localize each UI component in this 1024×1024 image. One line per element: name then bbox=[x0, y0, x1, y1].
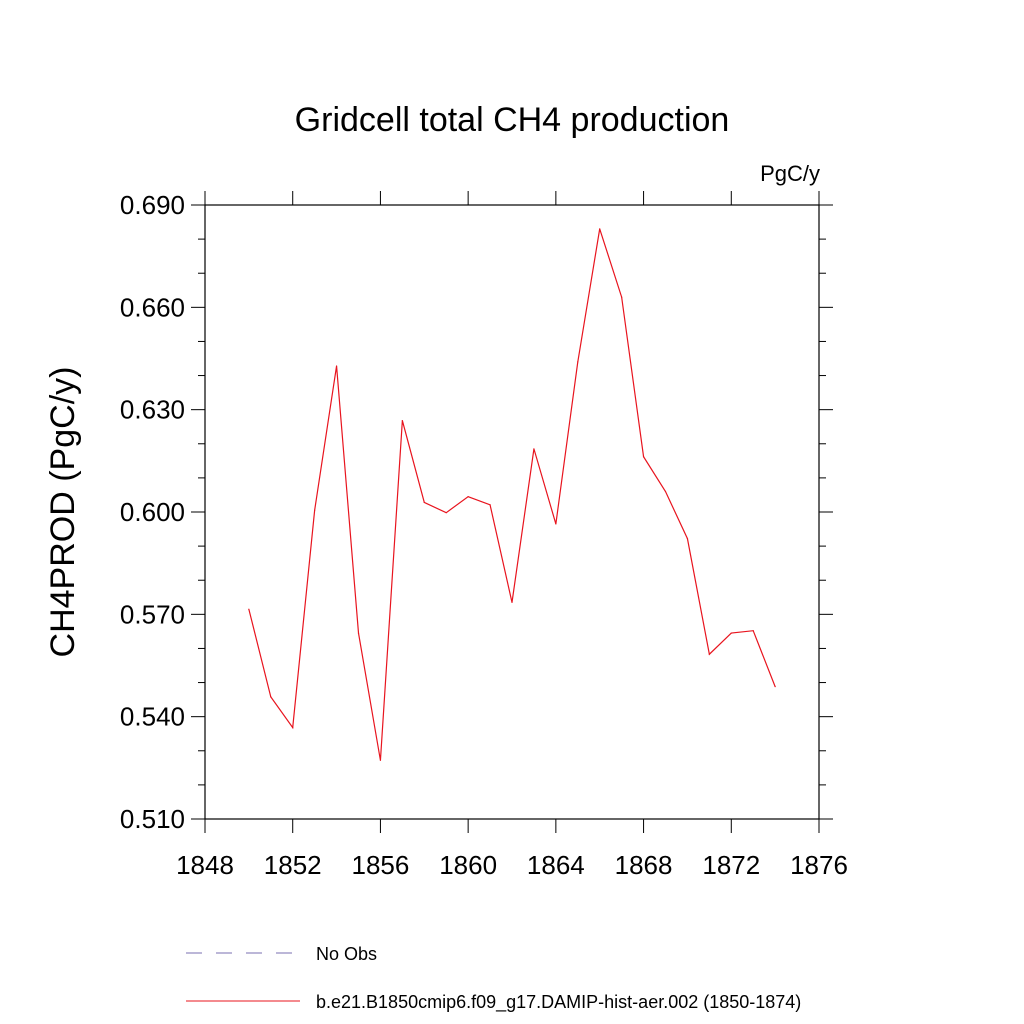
y-tick-label: 0.510 bbox=[120, 804, 185, 834]
series-layer bbox=[248, 228, 776, 761]
data-point bbox=[423, 501, 425, 504]
data-point bbox=[467, 496, 469, 498]
data-point bbox=[511, 601, 513, 603]
data-point bbox=[621, 296, 623, 298]
y-tick-label: 0.570 bbox=[120, 599, 185, 629]
data-point bbox=[599, 228, 601, 230]
y-tick-label: 0.540 bbox=[120, 702, 185, 732]
x-tick-label: 1848 bbox=[176, 850, 234, 880]
data-point bbox=[379, 759, 382, 761]
data-point bbox=[555, 523, 557, 525]
legend-label-no-obs: No Obs bbox=[316, 944, 377, 964]
series-line-1 bbox=[248, 228, 776, 761]
data-point bbox=[752, 630, 754, 632]
data-point bbox=[270, 696, 272, 698]
data-point bbox=[489, 504, 491, 506]
y-tick-label: 0.660 bbox=[120, 292, 185, 322]
data-point bbox=[577, 361, 579, 363]
x-axis-ticks: 1848 1852 1856 1860 1864 1868 1872 1876 bbox=[176, 191, 848, 880]
legend: No Obs b.e21.B1850cmip6.f09_g17.DAMIP-hi… bbox=[186, 944, 801, 1013]
x-tick-label: 1872 bbox=[702, 850, 760, 880]
data-point bbox=[357, 632, 360, 634]
y-tick-label: 0.630 bbox=[120, 395, 185, 425]
x-tick-label: 1876 bbox=[790, 850, 848, 880]
legend-label-model-run: b.e21.B1850cmip6.f09_g17.DAMIP-hist-aer.… bbox=[316, 992, 801, 1013]
data-point bbox=[708, 653, 710, 655]
chart-title: Gridcell total CH4 production bbox=[295, 101, 730, 139]
y-axis-label: CH4PROD (PgC/y) bbox=[44, 367, 82, 658]
x-tick-label: 1856 bbox=[352, 850, 410, 880]
data-point bbox=[248, 608, 250, 610]
data-point bbox=[774, 686, 776, 688]
data-point bbox=[335, 365, 338, 367]
y-axis-ticks: 0.510 0.540 0.570 0.600 0.630 0.660 0.690 bbox=[120, 190, 833, 834]
y-tick-label: 0.600 bbox=[120, 497, 185, 527]
data-point bbox=[642, 456, 645, 458]
data-point bbox=[533, 448, 535, 450]
x-tick-label: 1852 bbox=[264, 850, 322, 880]
data-point bbox=[730, 632, 732, 634]
data-point bbox=[686, 538, 689, 540]
x-tick-label: 1864 bbox=[527, 850, 585, 880]
x-tick-label: 1860 bbox=[439, 850, 497, 880]
plot-frame bbox=[204, 204, 820, 820]
y-tick-label: 0.690 bbox=[120, 190, 185, 220]
data-point bbox=[664, 490, 667, 493]
data-point bbox=[314, 509, 316, 511]
x-tick-label: 1868 bbox=[615, 850, 673, 880]
data-point bbox=[445, 512, 447, 514]
data-point bbox=[292, 726, 294, 729]
units-label: PgC/y bbox=[760, 161, 820, 186]
data-point bbox=[401, 419, 403, 422]
